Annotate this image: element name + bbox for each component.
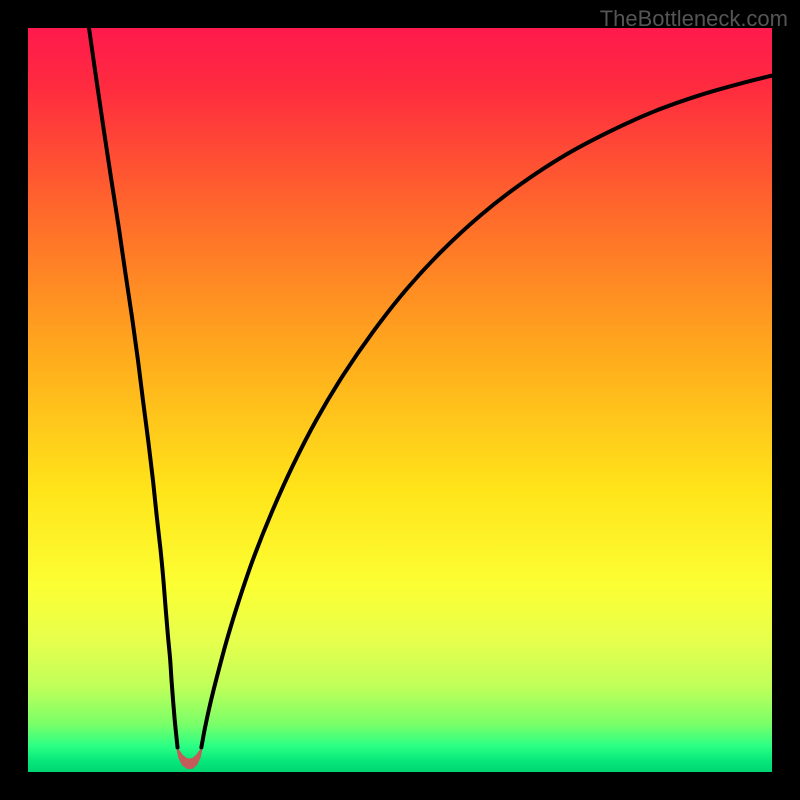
plot-area — [28, 28, 772, 772]
gradient-background — [28, 28, 772, 772]
chart-frame: TheBottleneck.com — [0, 0, 800, 800]
chart-canvas — [0, 0, 800, 800]
